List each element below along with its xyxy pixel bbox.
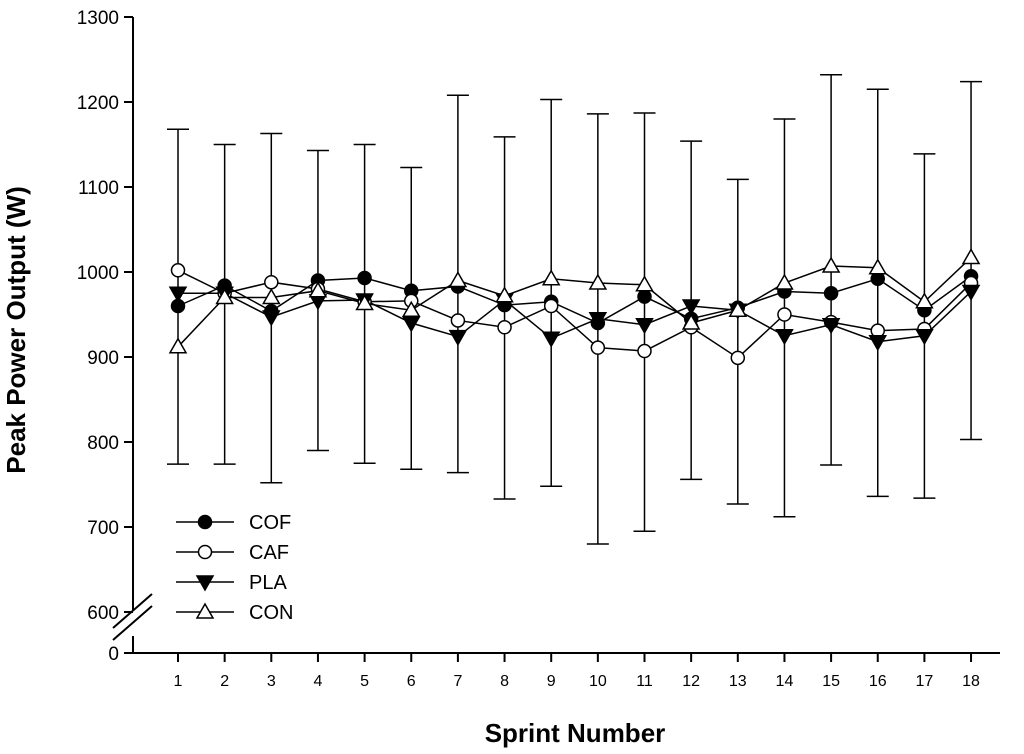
data-point-pla: [915, 329, 934, 346]
data-point-con: [215, 287, 234, 305]
data-point-cof: [357, 270, 372, 286]
data-point-caf: [450, 313, 466, 328]
data-point-caf: [637, 343, 652, 359]
legend-label-pla: PLA: [249, 572, 287, 594]
x-tick-label: 16: [869, 673, 887, 690]
data-point-caf: [590, 340, 606, 355]
y-tick-label: 700: [87, 518, 119, 539]
x-tick-label: 3: [267, 673, 276, 690]
x-tick-label: 5: [360, 673, 369, 690]
x-tick-label: 7: [453, 673, 462, 690]
y-tick-label: 0: [108, 644, 119, 665]
series-line-pla: [178, 291, 972, 343]
data-point-con: [308, 281, 328, 298]
data-point-caf: [170, 263, 186, 278]
x-tick-label: 6: [407, 673, 416, 690]
x-tick-label: 11: [636, 673, 653, 690]
data-point-pla: [681, 299, 701, 316]
data-point-pla: [821, 317, 841, 335]
data-point-pla: [775, 329, 794, 346]
data-point-pla: [541, 331, 561, 348]
data-point-con: [868, 258, 888, 275]
data-point-con: [961, 248, 981, 265]
x-tick-label: 10: [589, 673, 607, 690]
legend-marker-pla: [195, 575, 215, 592]
data-point-caf: [497, 320, 512, 335]
axis-break-mark: [112, 605, 153, 641]
data-point-con: [728, 300, 748, 317]
x-tick-label: 14: [776, 673, 794, 690]
data-point-con: [775, 273, 794, 290]
data-point-con: [821, 256, 841, 273]
x-tick-label: 18: [962, 673, 980, 690]
series-lines: [177, 257, 972, 359]
data-point-cof: [823, 286, 839, 301]
x-tick-label: 12: [682, 673, 700, 690]
x-tick-label: 17: [916, 673, 934, 690]
data-point-con: [355, 293, 374, 311]
data-point-pla: [868, 334, 888, 352]
data-point-con: [588, 273, 608, 290]
legend-label-caf: CAF: [249, 542, 289, 564]
y-axis-title: Peak Power Output (W): [1, 186, 31, 473]
series-line-cof: [177, 275, 972, 324]
y-tick-label: 800: [87, 433, 119, 454]
y-tick-label: 1000: [77, 263, 119, 284]
legend-label-cof: COF: [249, 512, 291, 534]
data-point-con: [401, 300, 421, 317]
error-bars: [167, 74, 983, 545]
x-tick-label: 4: [313, 673, 322, 690]
y-tick-label: 1100: [78, 178, 119, 199]
data-point-con: [915, 292, 934, 309]
x-tick-label: 1: [174, 673, 183, 690]
series-line-caf: [177, 269, 972, 359]
series-line-con: [177, 257, 972, 348]
data-point-cof: [637, 289, 652, 304]
data-point-pla: [635, 317, 654, 335]
y-tick-label: 1300: [77, 8, 119, 29]
data-point-con: [495, 286, 514, 303]
data-point-pla: [448, 329, 468, 347]
legend-marker-cof: [197, 514, 213, 530]
x-tick-label: 13: [729, 673, 747, 690]
data-point-pla: [168, 286, 188, 303]
x-tick-label: 15: [822, 673, 840, 690]
data-point-con: [681, 313, 701, 330]
data-point-pla: [588, 312, 608, 329]
legend-label-con: CON: [249, 602, 293, 624]
x-tick-label: 9: [547, 673, 556, 690]
x-tick-label: 8: [500, 673, 509, 690]
x-axis-title: Sprint Number: [485, 718, 666, 748]
legend-marker-con: [195, 602, 215, 619]
data-point-caf: [543, 298, 559, 314]
x-tick-label: 2: [220, 673, 229, 690]
data-point-pla: [961, 284, 981, 302]
series-markers: [168, 248, 981, 366]
y-tick-label: 1200: [77, 93, 119, 114]
data-point-caf: [730, 350, 746, 366]
legend: COF CAF PLA CON: [176, 512, 293, 624]
data-point-con: [448, 270, 468, 288]
y-tick-label: 900: [87, 348, 119, 369]
y-tick-label: 600: [87, 603, 119, 624]
data-point-con: [262, 287, 281, 305]
data-point-caf: [264, 274, 279, 290]
legend-marker-caf: [197, 544, 213, 560]
data-point-pla: [262, 310, 281, 327]
data-point-con: [635, 275, 654, 292]
data-point-caf: [777, 307, 792, 322]
data-point-con: [168, 337, 188, 354]
data-point-con: [541, 269, 561, 286]
